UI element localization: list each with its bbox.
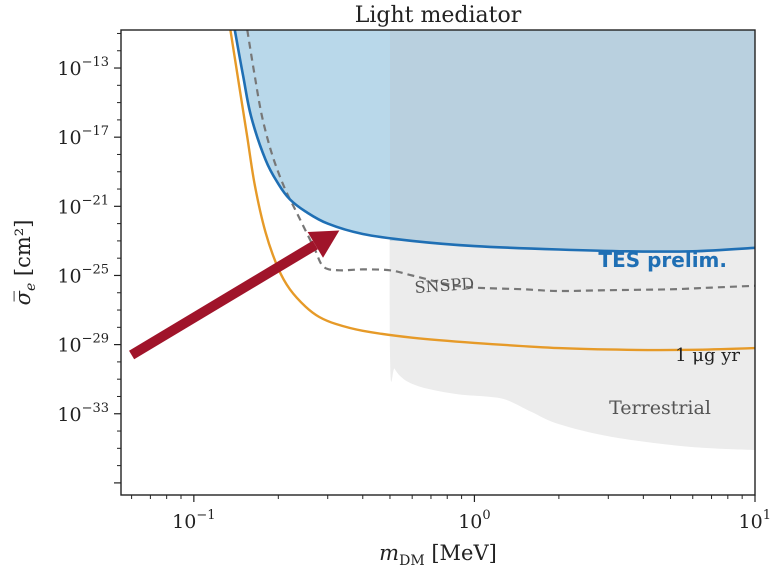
highlight-arrow-head bbox=[307, 230, 340, 258]
terrestrial-label: Terrestrial bbox=[609, 397, 711, 419]
chart-title: Light mediator bbox=[355, 3, 522, 28]
x-tick-label: 10−1 bbox=[172, 508, 215, 533]
x-axis-label: mDM [MeV] bbox=[379, 541, 497, 569]
plot-frame bbox=[120, 29, 756, 496]
snspd-label: SNSPD bbox=[414, 274, 475, 297]
tes-curve bbox=[233, 30, 755, 253]
y-tick-label: 10−29 bbox=[57, 332, 109, 357]
y-axis-label: σ̅e [cm²] bbox=[11, 220, 39, 306]
y-tick-label: 10−33 bbox=[57, 401, 109, 426]
tes-prelim-label: TES prelim. bbox=[598, 248, 727, 272]
x-tick-label: 101 bbox=[739, 508, 771, 533]
tes-dark-band bbox=[389, 30, 755, 252]
x-tick-label: 100 bbox=[458, 508, 490, 533]
snspd-curve bbox=[246, 30, 755, 293]
y-tick-label: 10−17 bbox=[57, 124, 109, 149]
y-tick-label: 10−25 bbox=[57, 262, 109, 287]
y-tick-label: 10−13 bbox=[57, 55, 109, 80]
highlight-arrow-shaft bbox=[129, 240, 318, 360]
y-tick-label: 10−21 bbox=[57, 193, 109, 218]
one-ug-yr-curve bbox=[229, 30, 755, 352]
one-ug-yr-label: 1 μg yr bbox=[675, 345, 740, 366]
